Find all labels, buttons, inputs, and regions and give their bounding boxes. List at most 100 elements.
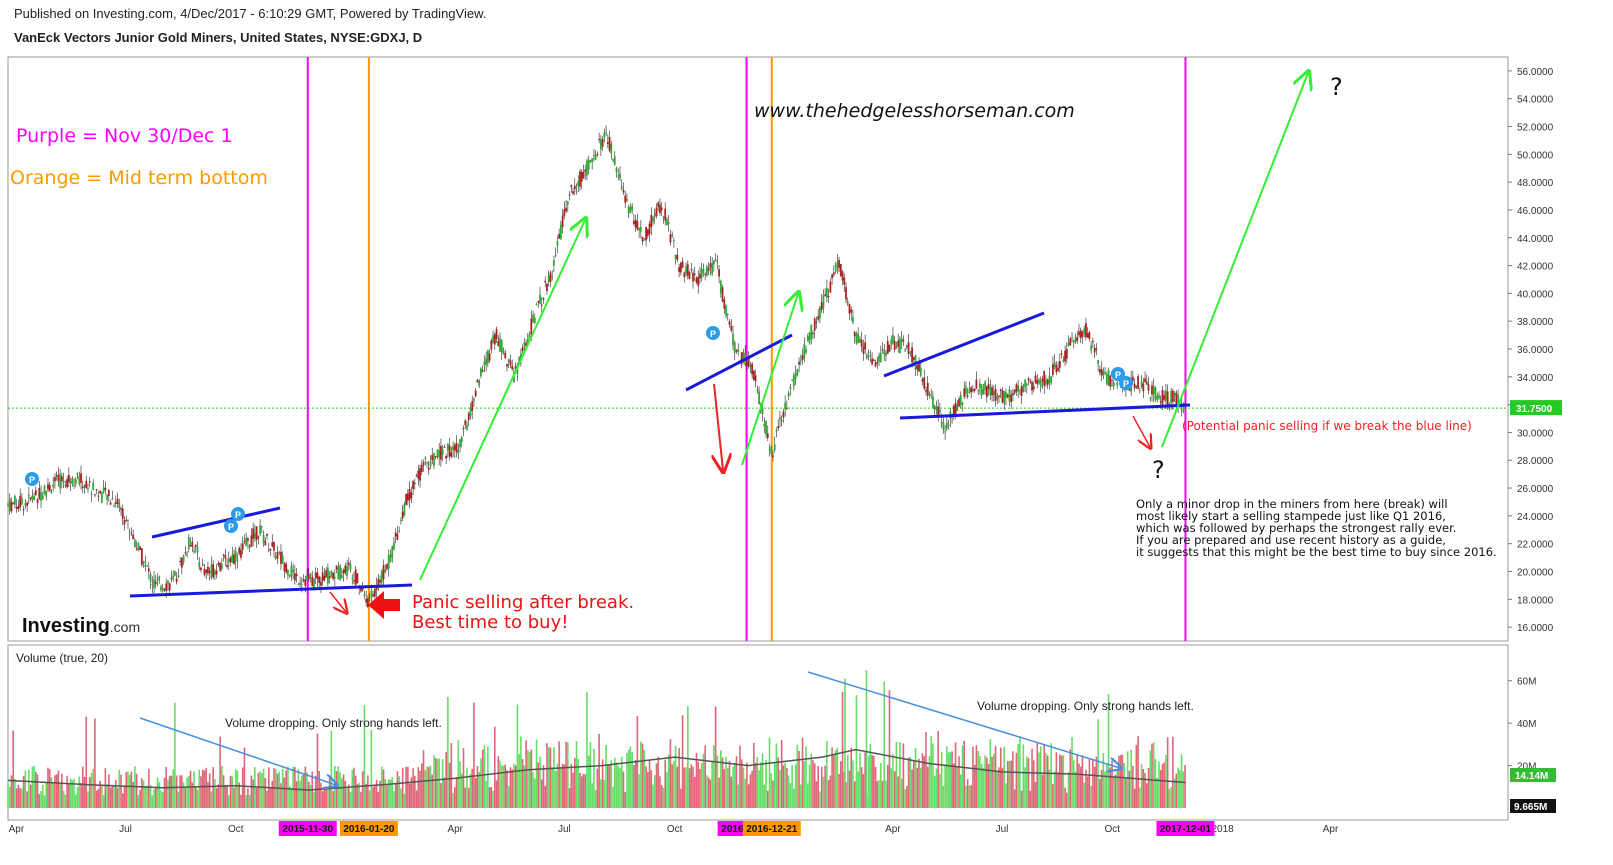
candle-body [255, 526, 258, 541]
volume-bar [777, 757, 780, 808]
volume-bar [918, 758, 920, 808]
volume-bar [904, 789, 906, 808]
candle-body [909, 352, 912, 354]
volume-bar [497, 756, 500, 808]
volume-bar [307, 781, 310, 808]
candle-body [966, 395, 969, 397]
volume-bar [189, 770, 192, 808]
volume-bar [530, 749, 533, 808]
volume-panel-title: Volume (true, 20) [16, 651, 108, 665]
candle-body [991, 387, 993, 396]
volume-bar [370, 730, 373, 808]
candle-body [751, 363, 754, 375]
price-tick-label: 50.0000 [1517, 150, 1554, 161]
candle-body [445, 455, 448, 459]
candle-body [1062, 359, 1065, 362]
volume-bar [794, 764, 797, 808]
candle-body [1097, 360, 1100, 365]
candle-body [396, 533, 399, 541]
price-tick-label: 44.0000 [1517, 234, 1554, 245]
candle-body [789, 386, 792, 390]
volume-bar [624, 791, 627, 808]
candle-body [257, 536, 260, 539]
candle-body [1135, 386, 1138, 388]
volume-bar [827, 780, 830, 808]
volume-bar [723, 769, 726, 808]
volume-bar [26, 791, 28, 808]
candle-body [1029, 381, 1032, 383]
volume-bar [984, 755, 986, 808]
candle-body [824, 294, 827, 296]
candle-body [1144, 378, 1146, 382]
candle-body [672, 240, 675, 242]
volume-low-tag [1510, 799, 1556, 813]
candle-body [179, 560, 182, 562]
volume-bar [342, 774, 345, 808]
volume-bar [944, 764, 946, 808]
candle-body [113, 505, 115, 507]
candle-body [398, 530, 401, 532]
candle-body [888, 344, 891, 352]
candle-body [94, 494, 96, 496]
volume-bar [601, 759, 604, 808]
candle-body [266, 534, 268, 536]
volume-bar [297, 769, 300, 808]
volume-ma-line [7, 748, 1186, 791]
volume-bar [1128, 770, 1131, 808]
candle-body [469, 408, 472, 417]
volume-bar [403, 793, 406, 808]
candle-body [890, 339, 893, 345]
volume-bar [1132, 766, 1134, 808]
volume-bar [210, 791, 213, 808]
candle-body [485, 358, 488, 365]
volume-bar [603, 780, 606, 808]
candle-body [754, 375, 757, 382]
candle-body [1116, 382, 1119, 386]
volume-bar [1079, 766, 1082, 808]
candle-body [24, 503, 27, 506]
svg-text:P: P [1115, 370, 1121, 380]
volume-bar [1109, 767, 1112, 808]
volume-bar [123, 785, 126, 808]
candle-body [182, 555, 185, 563]
volume-bar [59, 783, 61, 808]
volume-bar [88, 777, 91, 808]
candle-body [340, 575, 343, 579]
candle-body [1083, 328, 1086, 334]
candle-body [264, 540, 267, 546]
candle-body [768, 448, 771, 450]
candle-body [718, 269, 720, 277]
blue-line-2015-lower [129, 583, 413, 598]
candle-body [335, 565, 338, 570]
candle-body [1091, 340, 1094, 343]
volume-bar [38, 794, 41, 808]
candle-body [351, 577, 354, 579]
candle-body [587, 159, 590, 170]
volume-bar [40, 790, 42, 808]
candle-body [859, 339, 861, 343]
volume-bar [1172, 736, 1174, 808]
volume-bar [692, 766, 694, 808]
volume-bar [271, 780, 274, 808]
candle-body [612, 159, 614, 161]
candle-body [825, 287, 828, 298]
candle-body [956, 404, 959, 412]
volume-bar [62, 790, 65, 808]
candle-body [570, 185, 573, 188]
candle-body [853, 332, 856, 337]
candle-body [27, 494, 30, 497]
volume-bar [389, 779, 392, 808]
volume-bar [31, 766, 34, 808]
candle-body [982, 389, 985, 395]
candle-body [448, 445, 451, 457]
volume-bar [221, 765, 223, 808]
candle-body [857, 333, 860, 344]
volume-bar [580, 776, 583, 808]
volume-bar [485, 780, 487, 808]
candle-body [160, 586, 162, 591]
forecast-note-line: which was followed by perhaps the strong… [1136, 521, 1456, 535]
candle-body [1104, 372, 1106, 374]
volume-bar [500, 765, 503, 808]
volume-bar [1118, 755, 1120, 808]
